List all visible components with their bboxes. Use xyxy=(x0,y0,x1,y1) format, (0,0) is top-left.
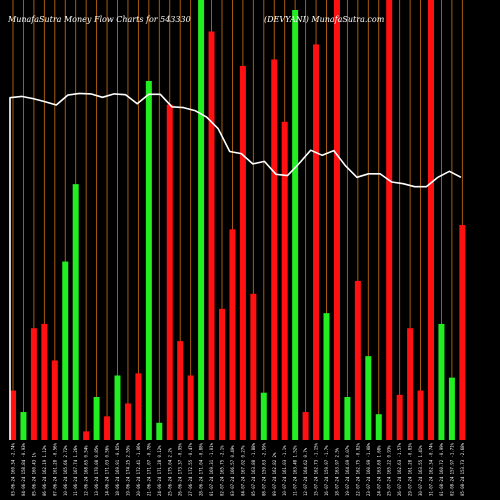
money-flow-bar xyxy=(396,394,403,440)
x-tick-label: 03-07-24 166.57 0.49% xyxy=(230,445,235,496)
x-tick-label: 24-06-24 171.28 0.12% xyxy=(157,445,162,496)
x-tick-label: 29-07-24 161.28 -0.83% xyxy=(408,442,413,496)
x-tick-label: 27-06-24 172.55 -0.47% xyxy=(188,442,193,496)
x-tick-label: 20-06-24 172.41 -1.06% xyxy=(136,442,141,496)
x-tick-label: 16-07-24 159.97 -1.7% xyxy=(324,445,329,496)
money-flow-bar xyxy=(313,44,320,441)
money-flow-bar xyxy=(438,323,445,440)
money-flow-bar xyxy=(156,422,163,440)
money-flow-bar xyxy=(198,0,205,440)
money-flow-bar xyxy=(10,390,16,440)
x-tick-label: 02-08-24 157.97 -1.71% xyxy=(449,442,454,496)
x-tick-label: 01-08-24 160.72 -0.99% xyxy=(439,442,444,496)
money-flow-bar xyxy=(30,328,37,440)
x-tick-label: 31-07-24 162.34 -0.74% xyxy=(429,442,434,496)
price-line xyxy=(9,92,462,440)
x-tick-label: 13-06-24 170.08 0.85% xyxy=(94,445,99,496)
money-flow-bar xyxy=(41,323,48,440)
money-flow-bar xyxy=(448,377,455,440)
x-tick-label: 26-07-24 162.63 -1.57% xyxy=(397,442,402,496)
x-tick-label: 05-08-24 153.73 -2.68% xyxy=(460,442,465,496)
money-flow-bar xyxy=(187,375,194,440)
x-tick-label: 24-07-24 163.69 1.68% xyxy=(376,445,381,496)
money-flow-bar xyxy=(281,121,288,441)
money-flow-bar xyxy=(239,65,246,441)
x-tick-label: 05-06-24 160.43 1% xyxy=(31,452,36,496)
money-flow-bar xyxy=(333,0,340,440)
money-flow-bar xyxy=(20,412,27,440)
x-tick-label: 06-06-24 162.19 1.12% xyxy=(42,445,47,496)
money-flow-bar xyxy=(83,431,90,440)
money-flow-bar xyxy=(344,397,351,440)
money-flow-bar xyxy=(250,293,257,440)
money-flow-bar xyxy=(124,403,131,440)
money-flow-bar xyxy=(208,31,215,440)
money-flow-bar xyxy=(51,360,58,440)
x-tick-label: 18-07-24 163.97 2.5% xyxy=(334,447,339,496)
money-flow-bar xyxy=(459,225,466,440)
x-tick-label: 05-07-24 163.88 -1.88% xyxy=(251,442,256,496)
x-tick-label: 12-06-24 168.65 0.54% xyxy=(84,445,89,496)
x-tick-label: 21-06-24 171.07 -0.78% xyxy=(146,442,151,496)
money-flow-bar xyxy=(354,280,361,440)
x-tick-label: 07-06-24 161.28 -0.56% xyxy=(52,442,57,496)
x-tick-label: 19-07-24 164.09 0.07% xyxy=(345,445,350,496)
x-tick-label: 08-07-24 159.63 -2.59% xyxy=(261,442,266,496)
money-flow-bar xyxy=(72,184,79,440)
money-flow-bar xyxy=(386,0,393,440)
money-flow-bar xyxy=(104,416,111,440)
x-tick-label: 25-06-24 175.04 2.2% xyxy=(167,447,172,496)
x-tick-label: 22-07-24 162.75 -0.82% xyxy=(355,442,360,496)
money-flow-bar xyxy=(93,397,100,440)
money-flow-bar xyxy=(428,0,434,440)
money-flow-bar xyxy=(145,80,152,440)
money-flow-bar xyxy=(292,10,299,440)
x-tick-label: 09-07-24 162.82 2% xyxy=(272,452,277,496)
x-tick-label: 26-06-24 173.37 -0.95% xyxy=(178,442,183,496)
x-tick-label: 30-07-24 163.55 1.41% xyxy=(418,445,423,496)
x-tick-label: 01-07-24 169.31 -1.01% xyxy=(209,442,214,496)
money-flow-bar xyxy=(177,341,184,440)
x-tick-label: 25-07-24 165.22 0.93% xyxy=(387,445,392,496)
x-tick-label: 02-07-24 165.75 -2.1% xyxy=(220,445,225,496)
x-tick-label: 18-06-24 169.91 -0.65% xyxy=(115,442,120,496)
x-tick-label: 19-06-24 174.25 2.55% xyxy=(125,445,130,496)
money-flow-bars xyxy=(10,0,466,441)
x-tick-label: 28-06-24 171.04 -0.88% xyxy=(199,442,204,496)
x-tick-label: 03-06-24 160.34 -2.74% xyxy=(11,442,16,496)
money-flow-bar xyxy=(417,390,424,440)
x-tick-label: 10-06-24 165.66 2.72% xyxy=(63,445,68,496)
x-tick-label: 14-06-24 171.03 0.56% xyxy=(105,445,110,496)
money-flow-bar xyxy=(62,261,69,440)
x-tick-label: 12-07-24 164.62 0.7% xyxy=(303,447,308,496)
money-flow-bar xyxy=(219,308,225,440)
chart-title: MunafaSutra Money Flow Charts for 543330 xyxy=(7,15,191,24)
money-flow-bar xyxy=(135,373,142,440)
x-tick-label: 11-07-24 163.48 1.52% xyxy=(293,445,298,496)
x-tick-label: 23-07-24 160.99 -1.08% xyxy=(366,442,371,496)
chart-source: (DEVYANI) MunafaSutra.com xyxy=(264,15,385,24)
money-flow-bar xyxy=(260,392,267,440)
x-axis-labels: 03-06-24 160.34 -2.74% 04-06-24 158.84 -0… xyxy=(11,442,465,496)
money-flow-bar xyxy=(375,414,382,440)
money-flow-bar xyxy=(407,328,414,440)
money-flow-bar xyxy=(365,356,372,440)
x-tick-label: 11-06-24 167.74 1.26% xyxy=(73,445,78,496)
x-tick-label: 04-07-24 167.02 0.27% xyxy=(240,445,245,496)
money-flow-bar xyxy=(302,412,309,440)
money-flow-bar xyxy=(271,59,278,440)
money-flow-bar xyxy=(323,313,330,440)
money-flow-bar xyxy=(229,229,236,440)
money-flow-bar xyxy=(166,104,173,440)
money-flow-bar xyxy=(114,375,121,440)
x-tick-label: 10-07-24 161.03 -1.1% xyxy=(282,445,287,496)
x-tick-label: 15-07-24 162.73 -1.15% xyxy=(314,442,319,496)
x-tick-label: 04-06-24 158.84 -0.93% xyxy=(21,442,26,496)
